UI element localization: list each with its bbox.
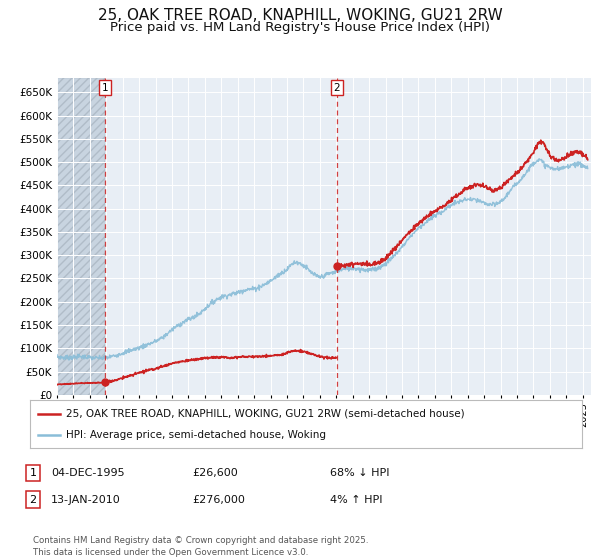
Text: 68% ↓ HPI: 68% ↓ HPI: [330, 468, 389, 478]
Text: 13-JAN-2010: 13-JAN-2010: [51, 494, 121, 505]
Text: 25, OAK TREE ROAD, KNAPHILL, WOKING, GU21 2RW (semi-detached house): 25, OAK TREE ROAD, KNAPHILL, WOKING, GU2…: [66, 409, 464, 419]
Text: 1: 1: [101, 83, 108, 93]
Bar: [57, 78, 105, 395]
Text: 25, OAK TREE ROAD, KNAPHILL, WOKING, GU21 2RW: 25, OAK TREE ROAD, KNAPHILL, WOKING, GU2…: [98, 8, 502, 24]
Text: £26,600: £26,600: [192, 468, 238, 478]
Text: 2: 2: [334, 83, 340, 93]
Text: 04-DEC-1995: 04-DEC-1995: [51, 468, 125, 478]
Text: Price paid vs. HM Land Registry's House Price Index (HPI): Price paid vs. HM Land Registry's House …: [110, 21, 490, 34]
Text: HPI: Average price, semi-detached house, Woking: HPI: Average price, semi-detached house,…: [66, 430, 326, 440]
Text: Contains HM Land Registry data © Crown copyright and database right 2025.
This d: Contains HM Land Registry data © Crown c…: [33, 536, 368, 557]
Text: £276,000: £276,000: [192, 494, 245, 505]
Text: 4% ↑ HPI: 4% ↑ HPI: [330, 494, 383, 505]
Text: 1: 1: [29, 468, 37, 478]
Text: 2: 2: [29, 494, 37, 505]
